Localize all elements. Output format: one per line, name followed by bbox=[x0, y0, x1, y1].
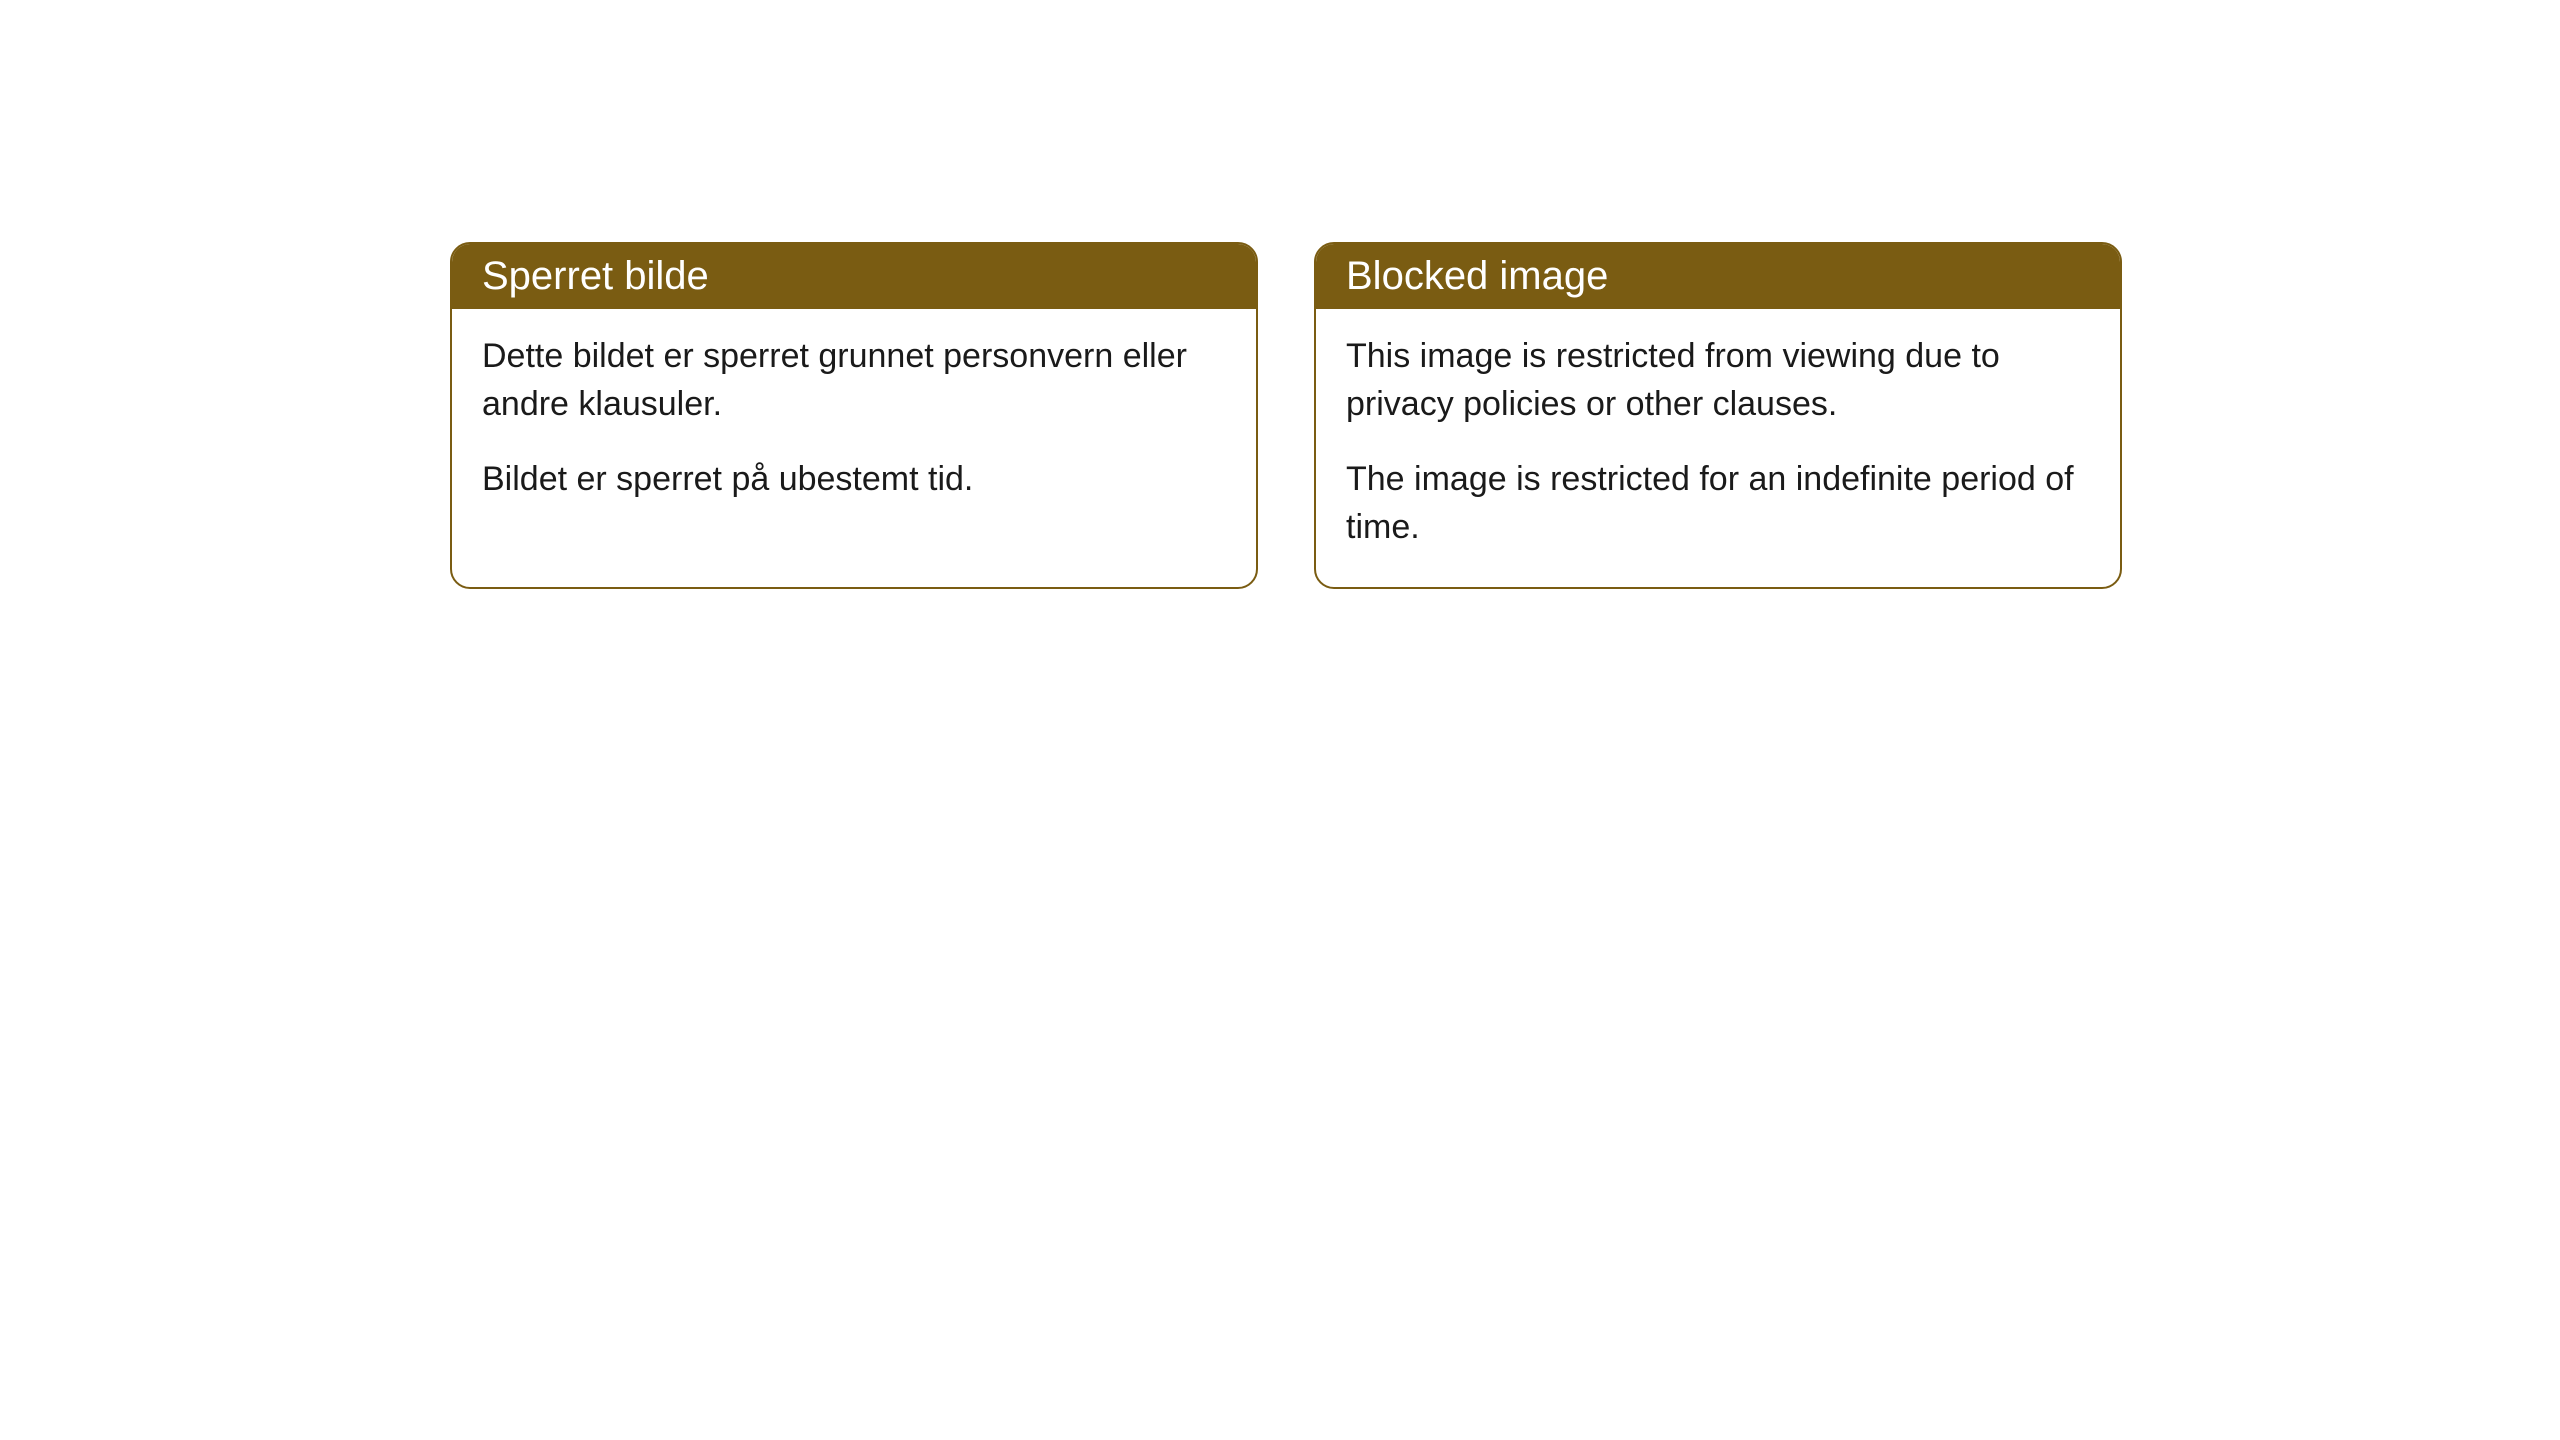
card-body: Dette bildet er sperret grunnet personve… bbox=[452, 309, 1256, 540]
card-title: Sperret bilde bbox=[482, 254, 709, 298]
card-header: Blocked image bbox=[1316, 244, 2120, 309]
card-title: Blocked image bbox=[1346, 254, 1608, 298]
blocked-image-card-english: Blocked image This image is restricted f… bbox=[1314, 242, 2122, 589]
card-paragraph: This image is restricted from viewing du… bbox=[1346, 333, 2090, 428]
card-paragraph: The image is restricted for an indefinit… bbox=[1346, 456, 2090, 551]
card-body: This image is restricted from viewing du… bbox=[1316, 309, 2120, 587]
card-header: Sperret bilde bbox=[452, 244, 1256, 309]
card-paragraph: Dette bildet er sperret grunnet personve… bbox=[482, 333, 1226, 428]
card-paragraph: Bildet er sperret på ubestemt tid. bbox=[482, 456, 1226, 504]
blocked-image-card-norwegian: Sperret bilde Dette bildet er sperret gr… bbox=[450, 242, 1258, 589]
notice-cards-container: Sperret bilde Dette bildet er sperret gr… bbox=[0, 0, 2560, 589]
